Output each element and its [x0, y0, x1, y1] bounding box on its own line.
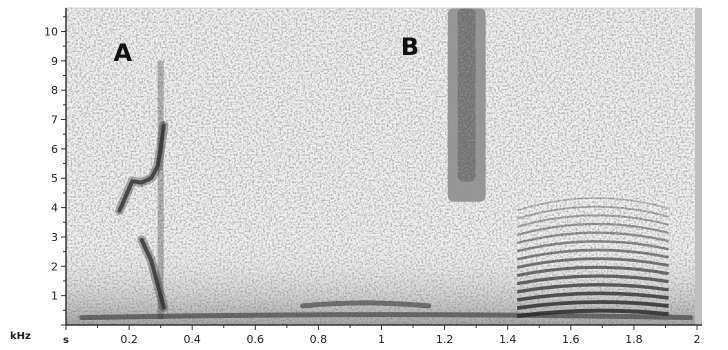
- spectrogram-axes: 1 2 3 4 5 6 7 8 9 10 kHz 0.2 0.4 0.6 0.8 1 1.2 1.4 1.6 1.8 2…: [10, 7, 702, 346]
- x-tick-label: 1.4: [499, 333, 517, 346]
- x-tick-label: 1.2: [436, 333, 454, 346]
- right-harmonic-stack-harmonic: [516, 265, 669, 278]
- x-tick-label: 2: [694, 333, 701, 346]
- right-harmonic-stack-harmonic: [516, 282, 669, 294]
- annotation-label: B: [401, 33, 419, 61]
- y-tick-label: 1: [51, 290, 58, 303]
- right-harmonic-stack-harmonic: [516, 291, 669, 302]
- y-tick-label: 9: [51, 55, 58, 68]
- mid-harmonic: [300, 300, 432, 309]
- A-low-harmonics: [139, 237, 166, 310]
- B-block-texture: [447, 8, 486, 202]
- spectrogram-plot: [66, 8, 697, 325]
- A-stem: [157, 60, 164, 320]
- y-tick-label: 4: [51, 202, 58, 215]
- right-harmonic-stack-harmonic: [516, 257, 669, 269]
- x-tick-label: 1: [378, 333, 385, 346]
- y-tick-label: 10: [44, 25, 58, 38]
- x-tick-label: 0.2: [120, 333, 138, 346]
- right-harmonic-stack-harmonic: [516, 222, 669, 236]
- y-tick-label: 2: [51, 260, 58, 273]
- y-tick-label: 3: [51, 231, 58, 244]
- x-axis-unit: s: [63, 335, 69, 346]
- y-tick-label: 5: [51, 172, 58, 185]
- right-harmonic-stack-harmonic: [516, 274, 669, 286]
- x-tick-label: 0.6: [247, 333, 265, 346]
- x-tick-label: 0.8: [310, 333, 328, 346]
- y-tick-label: 6: [51, 143, 58, 156]
- right-margin-bar: [695, 8, 702, 325]
- right-harmonic-stack-harmonic: [516, 197, 669, 212]
- x-tick-label: 1.6: [562, 333, 580, 346]
- A-trace: [117, 123, 166, 213]
- right-harmonic-stack-harmonic: [516, 240, 669, 253]
- base-band: [79, 312, 694, 321]
- right-harmonic-stack-harmonic: [516, 248, 669, 261]
- y-tick-label: 8: [51, 84, 58, 97]
- x-tick-label: 0.4: [183, 333, 201, 346]
- right-harmonic-stack-harmonic: [516, 214, 669, 228]
- right-harmonic-stack-harmonic: [516, 300, 669, 310]
- y-tick-label: 7: [51, 114, 58, 127]
- y-axis-unit: kHz: [10, 331, 31, 342]
- x-tick-label: 1.8: [625, 333, 643, 346]
- annotation-label: A: [114, 39, 133, 67]
- right-harmonic-stack-harmonic: [516, 205, 669, 220]
- right-harmonic-stack-harmonic: [516, 231, 669, 245]
